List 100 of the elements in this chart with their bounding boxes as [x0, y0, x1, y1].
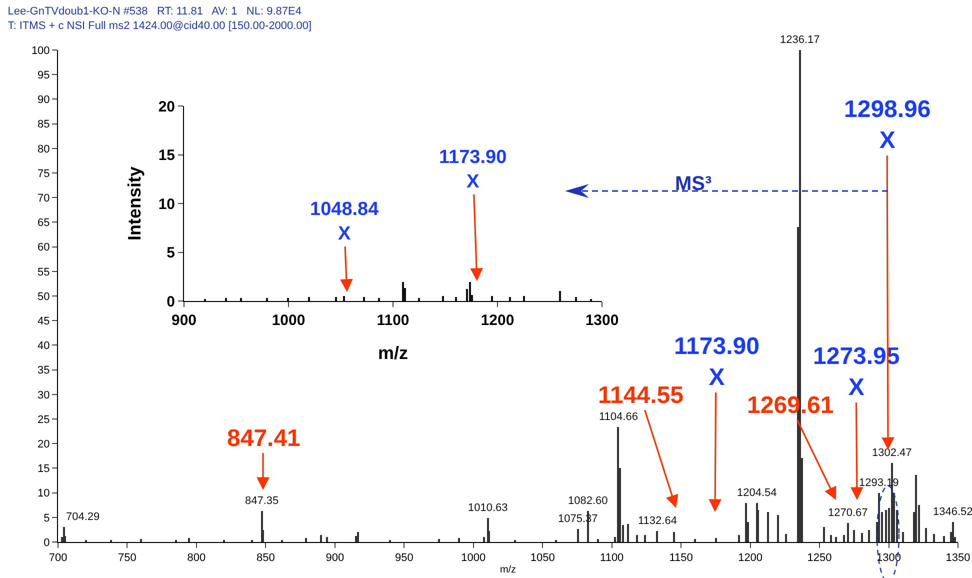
- x-axis-title: m/z: [500, 564, 516, 576]
- x-tick-label: 1050: [530, 552, 555, 564]
- bar: [830, 535, 832, 542]
- bar: [925, 528, 927, 542]
- bar: [745, 503, 747, 542]
- bar: [843, 535, 845, 542]
- bar: [835, 537, 837, 542]
- y-tick-label: 45: [38, 315, 50, 328]
- annotation: 1048.84 X: [310, 199, 380, 245]
- bar: [402, 282, 404, 301]
- y-tick-label: 10: [38, 488, 50, 500]
- bar: [355, 536, 357, 542]
- x-tick-label: 1200: [480, 312, 514, 329]
- bar: [952, 522, 954, 542]
- bar: [878, 493, 880, 542]
- bar: [378, 298, 380, 301]
- annotation: 1082.60: [568, 495, 608, 507]
- bar: [853, 530, 855, 542]
- bar: [320, 535, 322, 542]
- bar: [225, 298, 227, 301]
- y-tick-label: 100: [31, 44, 50, 57]
- x-tick-label: 1000: [461, 552, 486, 564]
- x-tick-label: 950: [394, 552, 414, 564]
- bar: [491, 296, 493, 301]
- bar: [636, 535, 638, 542]
- y-tick-label: 55: [38, 266, 50, 278]
- bar: [326, 537, 328, 542]
- x-tick-label: 900: [326, 552, 344, 564]
- annotation: 1204.54: [737, 487, 777, 499]
- annotation: 847.35: [245, 495, 279, 507]
- y-tick-label: 70: [38, 192, 50, 204]
- bar: [597, 539, 599, 542]
- bar: [483, 537, 485, 542]
- x-tick-label: 1000: [272, 312, 306, 329]
- annotation: 1104.66: [599, 411, 638, 423]
- annotation: 1173.90 X: [439, 147, 507, 193]
- y-tick-label: 0: [166, 293, 175, 310]
- annotation: 1346.52: [933, 506, 972, 518]
- bar: [891, 463, 893, 542]
- y-tick-label: 95: [38, 69, 50, 82]
- bar: [627, 524, 629, 542]
- bar: [915, 475, 917, 542]
- bar: [188, 538, 190, 542]
- bar: [943, 536, 945, 542]
- y-tick-label: 5: [44, 512, 50, 524]
- annotation: 704.29: [66, 511, 100, 523]
- annotation: 1302.47: [872, 447, 912, 459]
- x-tick-label: 700: [48, 552, 68, 564]
- x-tick-label: 750: [118, 552, 136, 564]
- bar: [868, 530, 870, 542]
- x-tick-label: 1100: [600, 552, 624, 564]
- y-tick-label: 35: [38, 364, 50, 377]
- x-axis-title: m/z: [378, 343, 408, 364]
- bar: [418, 298, 420, 301]
- bar: [673, 532, 675, 542]
- annotation: 847.41: [227, 425, 300, 452]
- bar: [644, 535, 646, 542]
- chart-title: Lee-GnTVdoub1-KO-N #538 RT: 11.81 AV: 1 NL: 9.87E4: [8, 5, 302, 18]
- y-tick-label: 5: [166, 244, 175, 262]
- y-tick-label: 85: [38, 118, 50, 131]
- annotation: 1010.63: [468, 502, 508, 514]
- bar: [777, 515, 779, 542]
- bar: [308, 297, 310, 301]
- bar: [823, 527, 825, 542]
- bar: [357, 532, 359, 542]
- bar: [363, 297, 365, 301]
- bar: [577, 529, 579, 542]
- y-tick-label: 90: [38, 94, 50, 106]
- bar: [785, 534, 787, 542]
- y-tick-label: 65: [38, 217, 50, 230]
- bar: [738, 535, 740, 542]
- bar: [240, 298, 242, 301]
- bar: [266, 298, 268, 301]
- bar: [656, 531, 658, 542]
- bar: [617, 427, 619, 542]
- bar: [575, 297, 577, 301]
- annotation: 1132.64: [638, 515, 677, 527]
- x-tick-label: 850: [256, 552, 275, 564]
- y-tick-label: 20: [38, 438, 50, 450]
- annotation: MS³: [675, 173, 712, 195]
- bar: [455, 297, 457, 301]
- y-tick-label: 60: [38, 242, 50, 254]
- x-tick-label: 1250: [807, 552, 832, 564]
- bar: [933, 534, 935, 542]
- bar: [335, 297, 337, 301]
- y-tick-label: 0: [44, 536, 50, 549]
- bar: [799, 50, 801, 542]
- bar: [847, 523, 849, 542]
- bar: [861, 533, 863, 542]
- bar: [767, 512, 769, 542]
- x-tick-label: 1350: [946, 552, 970, 564]
- annotation: 1298.96 X: [844, 96, 931, 154]
- y-tick-label: 50: [38, 290, 50, 303]
- bar: [559, 291, 561, 301]
- x-tick-label: 1100: [376, 312, 410, 329]
- x-tick-label: 1300: [876, 552, 902, 564]
- bar: [442, 296, 444, 301]
- x-tick-label: 800: [187, 552, 206, 564]
- bar: [694, 539, 696, 542]
- bar: [885, 510, 887, 542]
